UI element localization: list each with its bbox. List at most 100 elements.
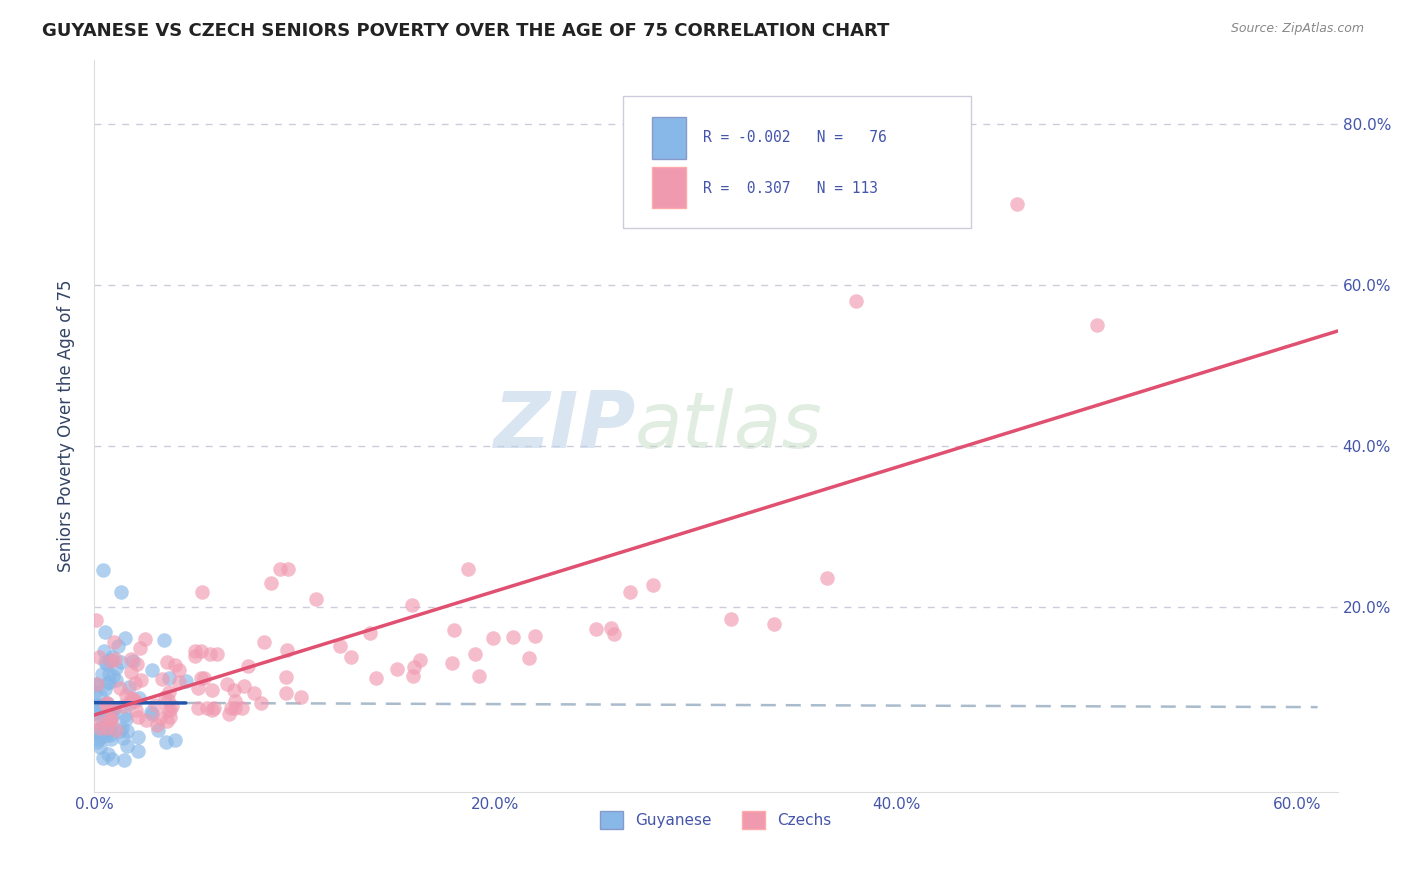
Point	[86, 676, 108, 690]
Point	[97, 675, 120, 690]
Point	[98, 728, 121, 742]
Point	[619, 584, 641, 599]
Point	[111, 731, 134, 745]
Point	[276, 643, 298, 657]
Point	[159, 710, 181, 724]
Point	[128, 691, 150, 706]
Point	[125, 657, 148, 671]
Point	[200, 647, 222, 661]
Point	[502, 630, 524, 644]
Point	[83, 727, 105, 741]
Point	[187, 681, 209, 696]
Point	[157, 684, 180, 698]
Point	[218, 706, 240, 721]
Point	[91, 717, 114, 731]
Point	[644, 213, 666, 227]
Point	[93, 643, 115, 657]
Text: GUYANESE VS CZECH SENIORS POVERTY OVER THE AGE OF 75 CORRELATION CHART: GUYANESE VS CZECH SENIORS POVERTY OVER T…	[42, 22, 890, 40]
Point	[159, 703, 181, 717]
Point	[87, 650, 110, 665]
Point	[104, 652, 127, 666]
Point	[89, 731, 111, 746]
Point	[90, 729, 112, 743]
Point	[86, 735, 108, 749]
Point	[101, 650, 124, 665]
Point	[98, 666, 121, 681]
Point	[156, 703, 179, 717]
Point	[122, 654, 145, 668]
Point	[103, 635, 125, 649]
Point	[193, 671, 215, 685]
Point	[96, 698, 118, 712]
Point	[359, 625, 381, 640]
Point	[94, 681, 117, 696]
Point	[155, 735, 177, 749]
Point	[127, 730, 149, 744]
Point	[87, 702, 110, 716]
Point	[89, 688, 111, 702]
Point	[108, 681, 131, 695]
Point	[110, 721, 132, 735]
Point	[219, 701, 242, 715]
Point	[464, 647, 486, 661]
Point	[117, 739, 139, 754]
Point	[184, 643, 207, 657]
Point	[124, 693, 146, 707]
Point	[101, 669, 124, 683]
Point	[86, 698, 108, 713]
Point	[190, 671, 212, 685]
Point	[409, 653, 432, 667]
Point	[122, 692, 145, 706]
Point	[274, 670, 297, 684]
Point	[114, 707, 136, 722]
Text: R =  0.307   N = 113: R = 0.307 N = 113	[703, 181, 879, 196]
Point	[150, 672, 173, 686]
Point	[162, 699, 184, 714]
Point	[762, 617, 785, 632]
Point	[277, 562, 299, 576]
Point	[125, 703, 148, 717]
Point	[89, 722, 111, 736]
Point	[101, 702, 124, 716]
FancyBboxPatch shape	[623, 96, 970, 228]
Point	[141, 706, 163, 721]
Point	[91, 751, 114, 765]
Point	[114, 631, 136, 645]
Point	[845, 293, 868, 308]
Point	[201, 683, 224, 698]
Point	[97, 708, 120, 723]
Point	[190, 644, 212, 658]
Point	[120, 690, 142, 705]
Point	[129, 673, 152, 687]
Point	[100, 713, 122, 727]
Point	[98, 708, 121, 723]
Point	[97, 711, 120, 725]
Point	[110, 655, 132, 669]
Point	[107, 639, 129, 653]
Point	[108, 724, 131, 739]
Point	[157, 671, 180, 685]
Point	[385, 662, 408, 676]
Text: ZIP: ZIP	[492, 388, 636, 464]
Point	[163, 732, 186, 747]
Text: R = -0.002   N =   76: R = -0.002 N = 76	[703, 130, 887, 145]
Point	[105, 673, 128, 687]
Point	[402, 660, 425, 674]
Point	[100, 752, 122, 766]
Point	[96, 719, 118, 733]
Point	[84, 685, 107, 699]
Point	[94, 655, 117, 669]
Point	[127, 744, 149, 758]
Point	[98, 723, 121, 738]
Point	[156, 655, 179, 669]
Point	[169, 663, 191, 677]
Point	[103, 700, 125, 714]
Point	[600, 621, 623, 635]
Point	[152, 633, 174, 648]
Point	[517, 651, 540, 665]
FancyBboxPatch shape	[652, 167, 686, 208]
Point	[163, 657, 186, 672]
Point	[215, 676, 238, 690]
Point	[104, 661, 127, 675]
Point	[468, 669, 491, 683]
